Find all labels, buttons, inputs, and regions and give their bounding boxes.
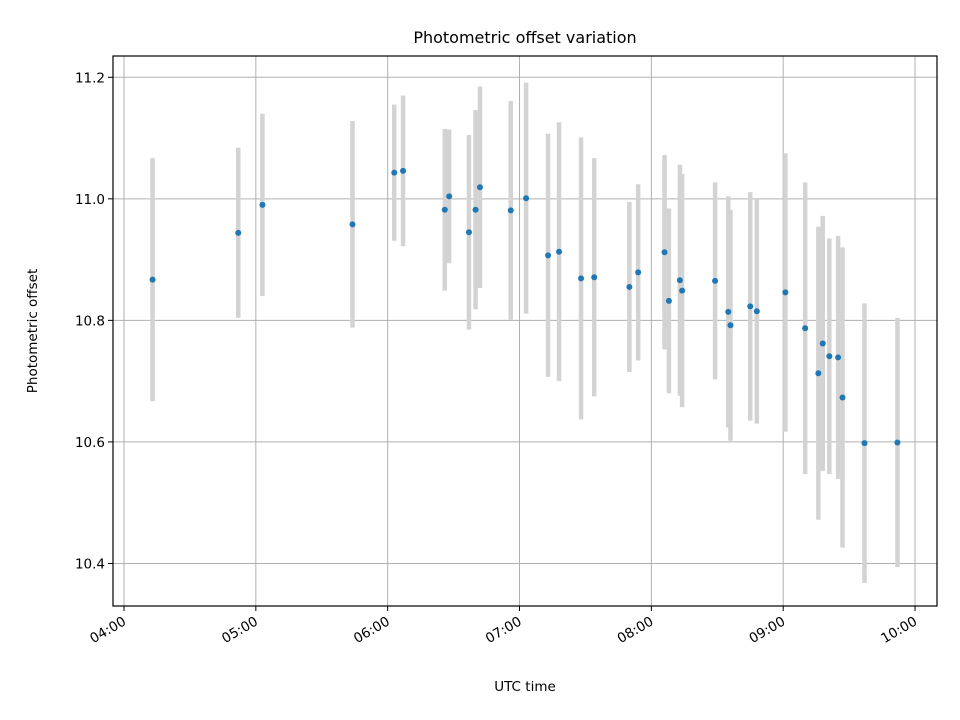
- x-tick-label: 08:00: [615, 614, 657, 647]
- data-point: [441, 206, 448, 213]
- data-point: [465, 229, 472, 236]
- y-tick-label: 10.4: [75, 556, 105, 572]
- data-point: [815, 370, 822, 377]
- data-point: [676, 277, 683, 284]
- error-bars: [150, 82, 900, 583]
- data-point: [259, 201, 266, 208]
- data-point: [802, 325, 809, 332]
- x-tick-label: 09:00: [746, 614, 788, 647]
- data-point: [635, 269, 642, 276]
- y-axis-label: Photometric offset: [25, 269, 41, 393]
- data-point: [819, 340, 826, 347]
- data-point: [712, 277, 719, 284]
- x-tick-label: 07:00: [483, 614, 525, 647]
- x-tick-label: 04:00: [87, 614, 129, 647]
- data-point: [835, 354, 842, 361]
- data-point: [753, 308, 760, 315]
- data-point: [727, 322, 734, 329]
- data-point: [747, 303, 754, 310]
- data-point: [391, 169, 398, 176]
- data-point: [476, 184, 483, 191]
- data-points: [149, 167, 901, 447]
- data-point: [349, 221, 356, 228]
- data-point: [839, 394, 846, 401]
- plot-frame: [112, 55, 938, 607]
- data-point: [472, 206, 479, 213]
- x-tick-label: 05:00: [219, 614, 261, 647]
- y-tick-label: 11.0: [75, 192, 105, 208]
- data-point: [679, 287, 686, 294]
- data-point: [446, 193, 453, 200]
- y-tick-label: 10.8: [75, 313, 105, 329]
- data-point: [725, 308, 732, 315]
- data-point: [826, 353, 833, 360]
- y-tick-label: 10.6: [75, 435, 105, 451]
- data-point: [591, 274, 598, 281]
- data-point: [400, 167, 407, 174]
- data-point: [626, 283, 633, 290]
- data-point: [894, 439, 901, 446]
- data-point: [523, 195, 530, 202]
- data-point: [782, 289, 789, 296]
- data-point: [861, 440, 868, 447]
- data-point: [578, 275, 585, 282]
- x-tick-label: 10:00: [878, 614, 920, 647]
- data-point: [545, 252, 552, 259]
- x-axis-label: UTC time: [494, 679, 556, 695]
- data-point: [665, 297, 672, 304]
- x-tick-label: 06:00: [351, 614, 393, 647]
- chart-title: Photometric offset variation: [413, 28, 636, 47]
- data-point: [556, 248, 563, 255]
- x-axis-ticks: 04:00 05:00 06:00 07:00 08:00 09:00 10:00: [87, 606, 920, 647]
- data-point: [661, 249, 668, 256]
- data-point: [235, 229, 242, 236]
- y-axis-ticks: 10.4 10.6 10.8 11.0 11.2: [75, 70, 113, 572]
- data-point: [149, 276, 156, 283]
- data-point: [507, 207, 514, 214]
- y-tick-label: 11.2: [75, 70, 105, 86]
